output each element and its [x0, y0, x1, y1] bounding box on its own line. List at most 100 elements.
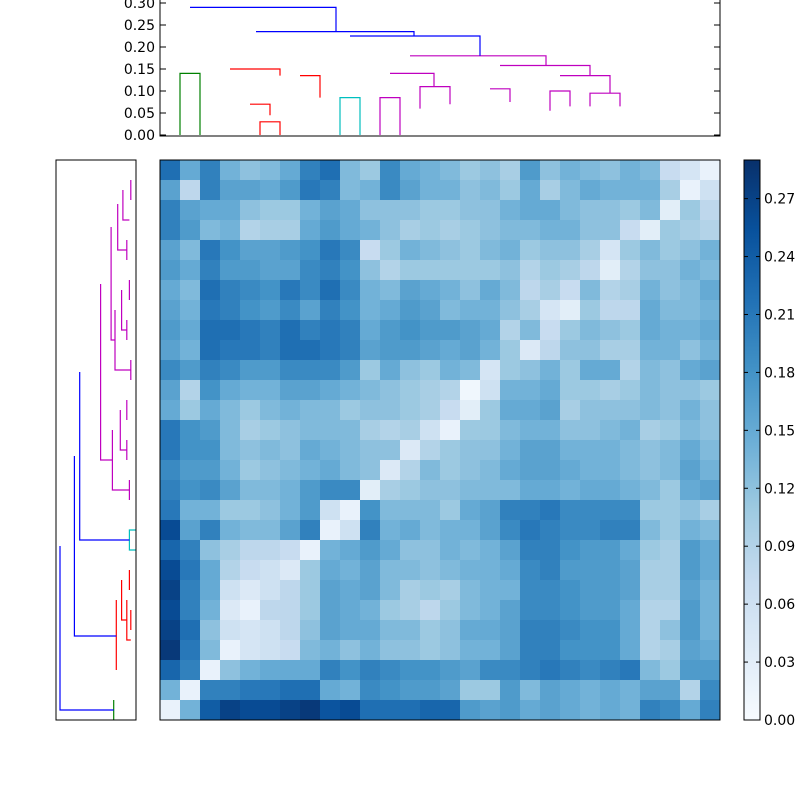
heatmap-cell: [700, 300, 721, 321]
heatmap-cell: [160, 660, 181, 681]
heatmap-cell: [280, 660, 301, 681]
heatmap-cell: [500, 200, 521, 221]
heatmap-cell: [540, 240, 561, 261]
heatmap-cell: [500, 580, 521, 601]
heatmap-cell: [560, 400, 581, 421]
heatmap-cell: [240, 700, 261, 721]
heatmap-cell: [440, 540, 461, 561]
top-dendrogram-frame: [159, 0, 721, 137]
left-dendrogram-link: [122, 190, 130, 221]
top-dendrogram-link: [339, 96, 361, 135]
heatmap-cell: [680, 620, 701, 641]
heatmap-cell: [420, 320, 441, 341]
heatmap-cell: [600, 240, 621, 261]
heatmap-cell: [340, 280, 361, 301]
heatmap-cell: [220, 680, 241, 701]
heatmap-cell: [540, 700, 561, 721]
heatmap-cell: [500, 620, 521, 641]
heatmap-cell: [620, 460, 641, 481]
heatmap-cell: [500, 360, 521, 381]
heatmap-cell: [580, 280, 601, 301]
heatmap-cell: [700, 620, 721, 641]
heatmap-cell: [600, 680, 621, 701]
heatmap-cell: [560, 480, 581, 501]
heatmap-cell: [360, 480, 381, 501]
heatmap-cell: [620, 620, 641, 641]
heatmap-cell: [400, 360, 421, 381]
heatmap-cell: [160, 280, 181, 301]
heatmap-cell: [600, 700, 621, 721]
heatmap-cell: [700, 440, 721, 461]
heatmap-cell: [400, 620, 421, 641]
heatmap-cell: [340, 400, 361, 421]
heatmap-cell: [560, 420, 581, 441]
heatmap-cell: [440, 500, 461, 521]
heatmap-cell: [660, 280, 681, 301]
heatmap-cell: [520, 340, 541, 361]
left-dendrogram-link: [79, 372, 130, 541]
heatmap-cell: [680, 460, 701, 481]
heatmap-cell: [680, 680, 701, 701]
heatmap-cell: [560, 660, 581, 681]
heatmap-cell: [480, 580, 501, 601]
heatmap-cell: [200, 520, 221, 541]
heatmap-cell: [440, 620, 461, 641]
heatmap-cell: [640, 180, 661, 201]
heatmap-cell: [600, 400, 621, 421]
heatmap-cell: [500, 540, 521, 561]
colorbar-tick-label: 0.27: [764, 192, 795, 208]
heatmap-cell: [600, 420, 621, 441]
heatmap-cell: [420, 620, 441, 641]
heatmap-cell: [660, 660, 681, 681]
heatmap-cell: [180, 220, 201, 241]
heatmap-cell: [600, 500, 621, 521]
heatmap-cell: [460, 240, 481, 261]
heatmap-cell: [580, 640, 601, 661]
heatmap-cell: [200, 460, 221, 481]
top-y-tick-label: 0.20: [124, 40, 155, 56]
heatmap-cell: [400, 660, 421, 681]
heatmap-cell: [520, 380, 541, 401]
heatmap-cell: [420, 480, 441, 501]
heatmap-cell: [260, 240, 281, 261]
heatmap-cell: [200, 660, 221, 681]
heatmap-cell: [360, 520, 381, 541]
heatmap-cell: [300, 600, 321, 621]
heatmap-cell: [440, 320, 461, 341]
heatmap-cell: [700, 220, 721, 241]
heatmap-cell: [400, 280, 421, 301]
heatmap-cell: [260, 360, 281, 381]
heatmap-cell: [700, 460, 721, 481]
heatmap-cell: [320, 260, 341, 281]
heatmap-cell: [340, 520, 361, 541]
heatmap-cell: [280, 220, 301, 241]
heatmap-cell: [680, 280, 701, 301]
heatmap-cell: [240, 500, 261, 521]
heatmap-cell: [540, 540, 561, 561]
heatmap-cell: [580, 440, 601, 461]
heatmap-cell: [580, 620, 601, 641]
heatmap-cell: [280, 640, 301, 661]
heatmap-cell: [180, 480, 201, 501]
heatmap-cell: [580, 460, 601, 481]
heatmap-cell: [620, 180, 641, 201]
heatmap-cell: [620, 300, 641, 321]
heatmap-cell: [400, 580, 421, 601]
heatmap-cell: [440, 640, 461, 661]
heatmap-cell: [280, 380, 301, 401]
heatmap-cell: [620, 480, 641, 501]
heatmap-cell: [240, 320, 261, 341]
heatmap-cell: [220, 460, 241, 481]
heatmap-cell: [220, 360, 241, 381]
colorbar-tick-label: 0.00: [764, 713, 795, 729]
colorbar-frame: [743, 159, 761, 721]
heatmap-cell: [540, 320, 561, 341]
heatmap-cell: [460, 700, 481, 721]
heatmap-cell: [480, 700, 501, 721]
heatmap-cell: [340, 160, 361, 181]
heatmap-cell: [640, 580, 661, 601]
heatmap-cell: [320, 240, 341, 261]
heatmap-cell: [480, 620, 501, 641]
heatmap-cell: [420, 580, 441, 601]
heatmap-cell: [340, 460, 361, 481]
